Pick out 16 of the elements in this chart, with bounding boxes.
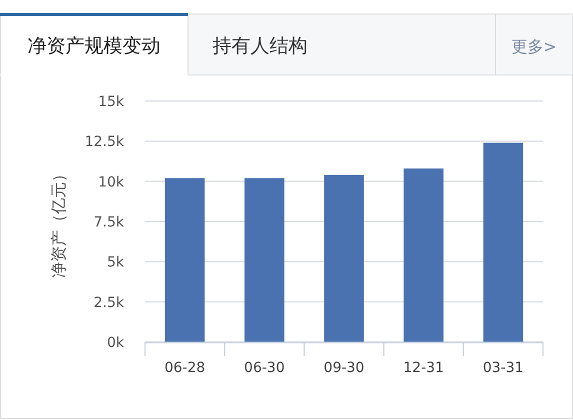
y-tick-label: 0k [106,335,125,351]
y-tick-label: 12.5k [84,134,125,150]
x-tick-label: 12-31 [403,360,444,376]
x-tick-label: 03-31 [482,360,524,376]
annotation: 更多> [511,37,557,56]
x-tick-label: 09-30 [324,360,364,376]
y-tick-label: 7.5k [94,214,125,230]
y-tick-label: 10k [98,174,125,190]
x-tick-label: 06-28 [164,360,206,376]
y-tick-label: 5k [106,254,125,271]
annotation: 持有人结构 [212,35,308,57]
y-tick-label: 15k [98,94,125,110]
ylabel: 净资产（亿元） [49,166,68,278]
x-tick-label: 06-30 [244,360,285,376]
title: 净资产规模变动 [28,35,160,57]
y-tick-label: 2.5k [94,294,125,311]
